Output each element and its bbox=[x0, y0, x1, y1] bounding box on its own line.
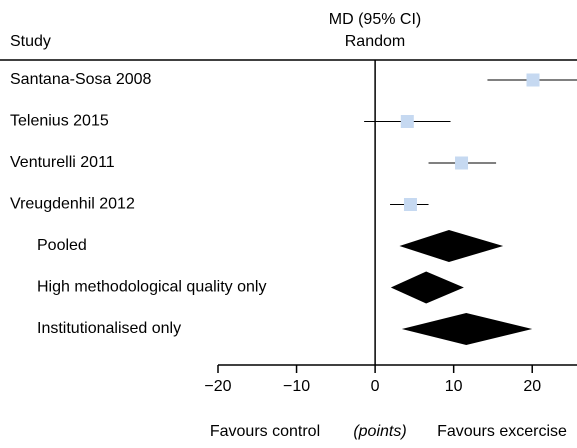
footer-label: Favours control bbox=[210, 423, 320, 440]
study-label: Vreugdenhil 2012 bbox=[10, 196, 135, 213]
summary-diamond bbox=[390, 271, 464, 304]
summary-label: High methodological quality only bbox=[37, 279, 266, 296]
study-header: Study bbox=[10, 33, 51, 50]
study-label: Santana-Sosa 2008 bbox=[10, 71, 152, 88]
footer-label: (points) bbox=[353, 423, 406, 440]
effect-header: Random bbox=[345, 33, 405, 50]
x-tick-label: −20 bbox=[204, 378, 231, 395]
x-tick-label: 0 bbox=[371, 378, 380, 395]
study-label: Telenius 2015 bbox=[10, 113, 109, 130]
footer-label: Favours excercise bbox=[437, 423, 567, 440]
x-tick-label: −10 bbox=[283, 378, 310, 395]
effect-header: MD (95% CI) bbox=[329, 11, 421, 28]
point-estimate bbox=[455, 156, 469, 170]
point-estimate bbox=[526, 73, 540, 87]
point-estimate bbox=[400, 115, 414, 128]
plot-area bbox=[364, 73, 577, 345]
summary-diamond bbox=[401, 313, 533, 345]
x-tick-label: 10 bbox=[445, 378, 463, 395]
summary-diamond bbox=[399, 230, 504, 262]
point-estimate bbox=[403, 198, 417, 211]
summary-label: Pooled bbox=[37, 237, 87, 254]
summary-label: Institutionalised only bbox=[37, 320, 181, 337]
x-tick-label: 20 bbox=[523, 378, 541, 395]
study-label: Venturelli 2011 bbox=[10, 154, 115, 171]
